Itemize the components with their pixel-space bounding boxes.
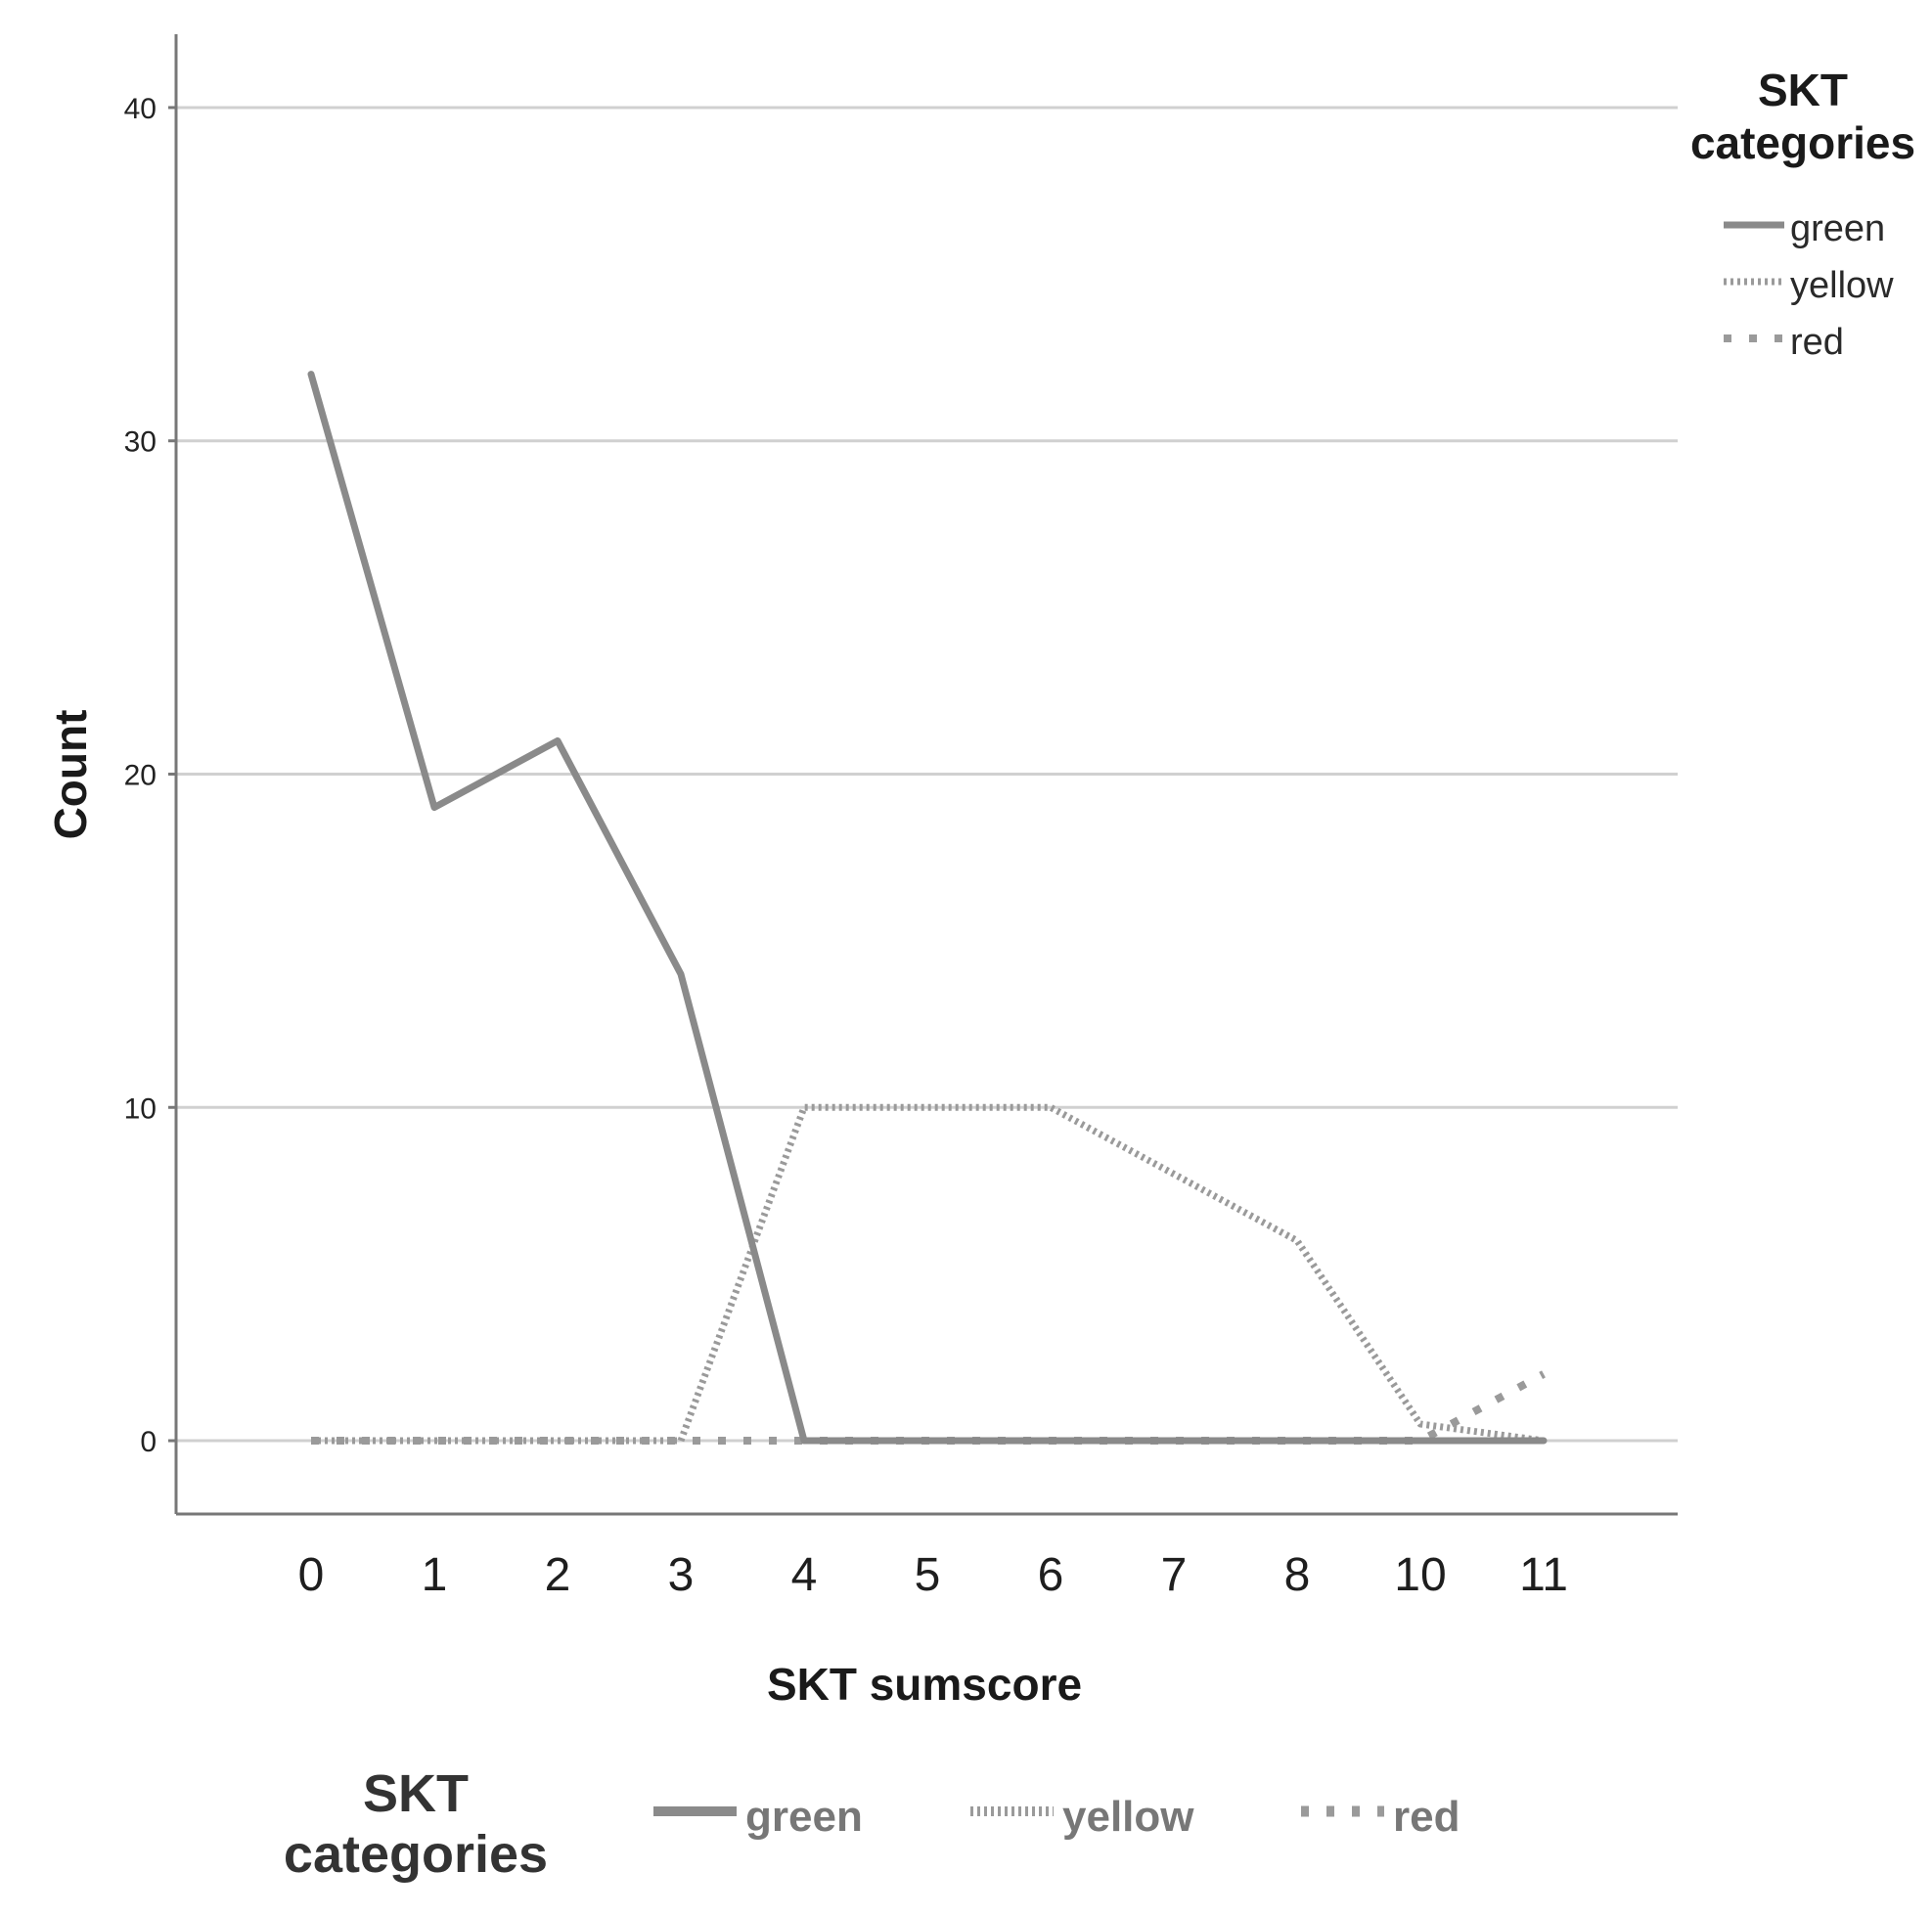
- legend-label-red: red: [1790, 322, 1844, 363]
- x-tick-label-3: 3: [668, 1549, 695, 1601]
- y-tick-labels: 0 10 20 30 40: [124, 93, 157, 1458]
- bottom-legend-label-yellow: yellow: [1062, 1793, 1194, 1841]
- bottom-legend-title-line2: categories: [284, 1825, 548, 1884]
- series-lines: [307, 371, 1548, 1446]
- x-tick-label-1: 1: [422, 1549, 448, 1601]
- bottom-legend-title-line1: SKT: [363, 1764, 469, 1823]
- series-line-green: [307, 371, 1548, 1445]
- y-tick-label-30: 30: [124, 426, 157, 459]
- legend-title-line2: categories: [1690, 117, 1915, 168]
- y-tick-label-40: 40: [124, 93, 157, 125]
- legend-title-line1: SKT: [1758, 65, 1848, 115]
- y-tick-label-20: 20: [124, 760, 157, 792]
- legend-bottom: SKT categories green yellow red: [284, 1764, 1460, 1884]
- x-tick-label-8: 8: [1284, 1549, 1311, 1601]
- y-tick-label-0: 0: [140, 1426, 157, 1458]
- x-axis-title: SKT sumscore: [767, 1659, 1082, 1710]
- y-axis-title: Count: [45, 710, 96, 840]
- x-tick-label-0: 0: [298, 1549, 325, 1601]
- x-tick-label-7: 7: [1161, 1549, 1188, 1601]
- axes: [174, 34, 1678, 1516]
- x-tick-label-6: 6: [1038, 1549, 1064, 1601]
- x-tick-labels: 0 1 2 3 4 5 6 7 8 10 11: [298, 1549, 1568, 1601]
- x-tick-label-11: 11: [1519, 1549, 1568, 1601]
- x-tick-label-4: 4: [791, 1549, 818, 1601]
- series-line-red: [311, 1370, 1546, 1446]
- bottom-legend-label-red: red: [1393, 1793, 1460, 1841]
- x-tick-label-2: 2: [545, 1549, 571, 1601]
- series-line-yellow: [311, 1103, 1545, 1445]
- y-tick-label-10: 10: [124, 1092, 157, 1125]
- gridlines: [168, 106, 1678, 1443]
- bottom-legend-label-green: green: [745, 1793, 863, 1841]
- legend-label-yellow: yellow: [1790, 265, 1894, 306]
- x-tick-label-10: 10: [1394, 1549, 1446, 1601]
- legend-label-green: green: [1790, 208, 1885, 249]
- legend-right: SKT categories green yellow red: [1690, 65, 1915, 363]
- x-tick-label-5: 5: [915, 1549, 941, 1601]
